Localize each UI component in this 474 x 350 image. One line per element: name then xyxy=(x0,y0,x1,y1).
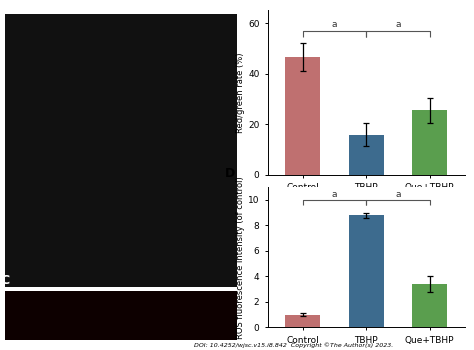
Text: B: B xyxy=(225,0,234,2)
Y-axis label: ROS fluorescence intensity (of control): ROS fluorescence intensity (of control) xyxy=(236,176,245,339)
Text: A: A xyxy=(0,0,10,8)
Bar xyxy=(285,315,320,327)
Bar xyxy=(349,215,383,327)
Bar xyxy=(285,57,320,175)
Text: a: a xyxy=(332,20,337,29)
Text: a: a xyxy=(395,190,401,198)
Text: a: a xyxy=(395,20,401,29)
Bar xyxy=(412,284,447,327)
Text: DOI: 10.4252/wjsc.v15.i8.842  Copyright ©The Author(s) 2023.: DOI: 10.4252/wjsc.v15.i8.842 Copyright ©… xyxy=(194,343,393,348)
Bar xyxy=(349,134,383,175)
Y-axis label: Red/green rate (%): Red/green rate (%) xyxy=(236,52,245,133)
Bar xyxy=(412,111,447,175)
Text: D: D xyxy=(225,167,235,180)
Text: a: a xyxy=(332,190,337,198)
Text: C: C xyxy=(0,274,9,287)
